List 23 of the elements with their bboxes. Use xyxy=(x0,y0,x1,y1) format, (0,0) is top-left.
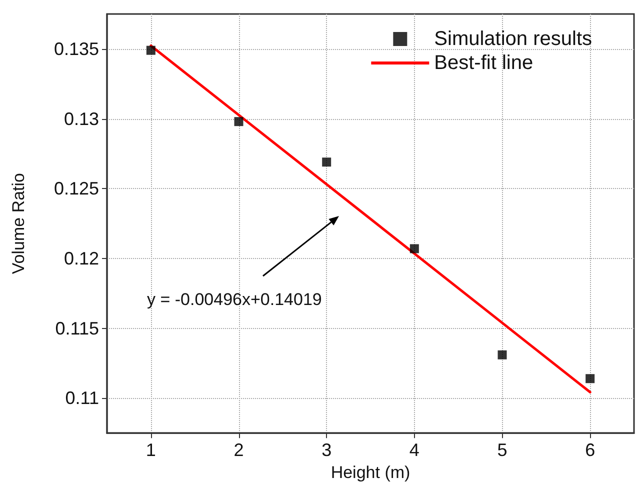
point xyxy=(146,46,156,55)
y-tick-label: 0.125 xyxy=(54,178,99,199)
annotation: y = -0.00496x+0.14019 xyxy=(147,290,322,309)
x-tick-label: 1 xyxy=(146,440,156,460)
y-axis-title: Volume Ratio xyxy=(9,172,28,274)
x-tick-label: 5 xyxy=(497,440,508,460)
point xyxy=(498,350,507,360)
y-tick-label: 0.12 xyxy=(64,248,99,268)
legend-label: Best-fit line xyxy=(434,52,534,74)
x-tick-label: 6 xyxy=(585,440,596,460)
point xyxy=(234,117,244,126)
y-tick-label: 0.11 xyxy=(65,388,99,408)
point xyxy=(586,374,595,384)
y-tick-label: 0.115 xyxy=(55,318,99,338)
y-tick-label: 0.135 xyxy=(54,38,99,59)
x-tick-label: 4 xyxy=(409,440,420,460)
y-tick-label: 0.13 xyxy=(64,108,99,129)
legend-label: Simulation results xyxy=(434,28,592,50)
point xyxy=(322,158,332,167)
x-tick-label: 2 xyxy=(234,440,244,460)
x-tick-label: 3 xyxy=(322,440,332,460)
x-axis-title: Height (m) xyxy=(330,463,410,482)
point xyxy=(410,244,419,254)
